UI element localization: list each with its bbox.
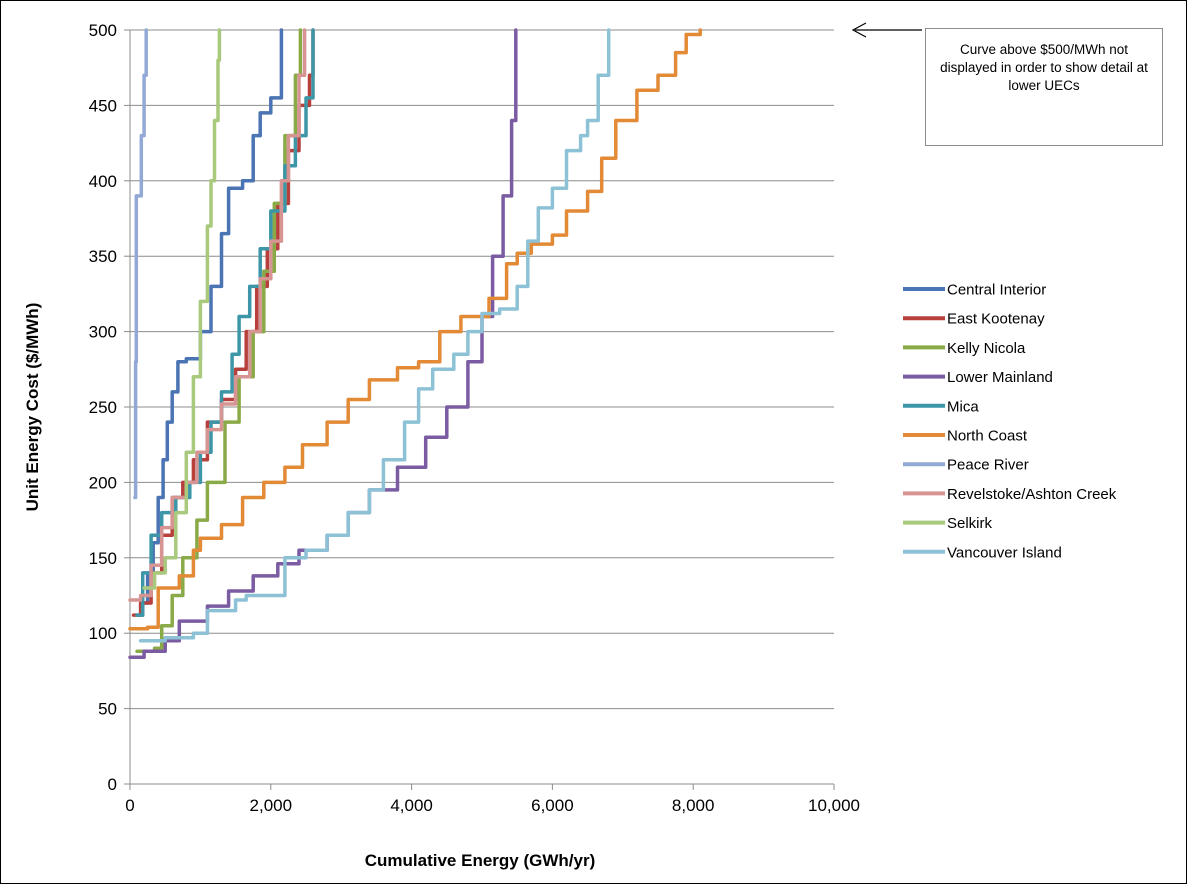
legend-label-east-kootenay: East Kootenay: [947, 311, 1045, 328]
legend-label-selkirk: Selkirk: [947, 515, 993, 532]
legend-label-peace-river: Peace River: [947, 457, 1029, 474]
x-tick-label: 0: [125, 796, 134, 815]
y-tick-label: 450: [89, 96, 117, 115]
legend-label-vancouver-island: Vancouver Island: [947, 544, 1062, 561]
y-tick-label: 100: [89, 624, 117, 643]
legend: Central Interior East Kootenay Kelly Nicol…: [903, 282, 1117, 561]
annotation-text: Curve above $500/MWh not displayed in or…: [940, 42, 1148, 93]
legend-label-kelly-nicola: Kelly Nicola: [947, 340, 1026, 357]
y-tick-label: 350: [89, 247, 117, 266]
series-line-vancouver-island: [138, 28, 611, 643]
y-tick-label: 250: [89, 398, 117, 417]
y-tick-label: 300: [89, 323, 117, 342]
series-line-north-coast: [128, 28, 702, 631]
y-tick-label: 150: [89, 549, 117, 568]
x-tick-label: 10,000: [808, 796, 860, 815]
series-line-central-interior: [135, 28, 284, 617]
y-tick-label: 0: [108, 775, 117, 794]
legend-label-lower-mainland: Lower Mainland: [947, 369, 1053, 386]
x-tick-label: 2,000: [250, 796, 293, 815]
y-axis-title: Unit Energy Cost ($/MWh): [23, 303, 42, 512]
x-axis-title: Cumulative Energy (GWh/yr): [365, 851, 595, 870]
legend-label-north-coast: North Coast: [947, 428, 1028, 445]
y-tick-label: 500: [89, 21, 117, 40]
tick-labels: 0 50 100 150 200 250 300 350 400 450 500 0 2,000 4,00…: [89, 21, 860, 815]
annotation-box: Curve above $500/MWh not displayed in or…: [925, 28, 1163, 146]
x-tick-label: 4,000: [390, 796, 433, 815]
series-line-lower-mainland: [128, 28, 518, 660]
legend-label-mica: Mica: [947, 398, 979, 415]
series-lines: [128, 28, 702, 660]
axes: [124, 29, 835, 790]
legend-label-central-interior: Central Interior: [947, 282, 1046, 299]
x-tick-label: 8,000: [672, 796, 715, 815]
series-line-peace-river: [133, 28, 148, 500]
series-line-selkirk: [142, 28, 222, 590]
annotation-arrow: [851, 22, 922, 38]
y-tick-label: 200: [89, 473, 117, 492]
legend-label-revelstoke-ashton-creek: Revelstoke/Ashton Creek: [947, 486, 1117, 503]
y-tick-label: 400: [89, 172, 117, 191]
x-tick-label: 6,000: [531, 796, 574, 815]
series-line-revelstoke-ashton-creek: [128, 28, 307, 602]
y-tick-label: 50: [98, 700, 117, 719]
